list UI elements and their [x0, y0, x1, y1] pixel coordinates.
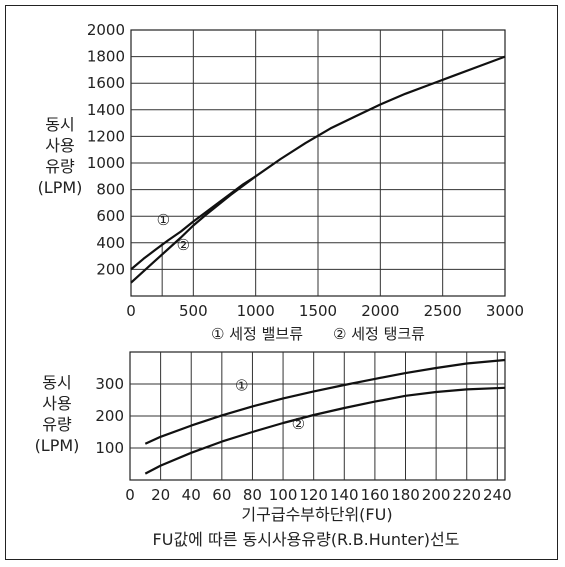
series-label: ② — [177, 236, 190, 254]
x-tick-label: 60 — [212, 486, 231, 504]
y-tick-label: 300 — [95, 375, 124, 393]
y-tick-label: 200 — [96, 260, 125, 278]
x-tick-label: 80 — [243, 486, 262, 504]
top-legend-text: ① 세정 밸브류 ② 세정 탱크류 — [211, 325, 425, 343]
x-tick-label: 1000 — [237, 302, 275, 320]
x-tick-label: 140 — [330, 486, 359, 504]
x-tick-label: 240 — [483, 486, 512, 504]
series-line-② — [144, 386, 506, 475]
bottom-series — [144, 358, 506, 475]
series-label: ② — [292, 415, 305, 433]
y-tick-label: 1200 — [87, 127, 125, 145]
series-label: ① — [235, 376, 248, 394]
top-series-labels: ①② — [157, 211, 190, 254]
bottom-series-labels: ①② — [235, 376, 305, 432]
y-axis-label-line: (LPM) — [38, 178, 83, 197]
x-tick-label: 100 — [269, 486, 298, 504]
x-tick-label: 220 — [452, 486, 481, 504]
series-line-① — [144, 358, 506, 445]
y-axis-label-line: (LPM) — [35, 436, 80, 455]
y-axis-label-line: 동시 — [45, 115, 74, 134]
x-tick-label: 20 — [151, 486, 170, 504]
y-tick-label: 200 — [95, 407, 124, 425]
y-tick-label: 1600 — [87, 74, 125, 92]
x-tick-label: 500 — [179, 302, 208, 320]
top-grid — [131, 30, 505, 296]
x-tick-label: 2500 — [424, 302, 462, 320]
y-tick-label: 1400 — [87, 101, 125, 119]
top-y-tick-labels: 200 400 600 800 1000 1200 1400 1600 1800 2000 — [87, 21, 125, 278]
y-axis-label-line: 사용 — [42, 394, 71, 413]
y-tick-label: 1800 — [87, 48, 125, 66]
figure-caption: FU값에 따른 동시사용유량(R.B.Hunter)선도 — [153, 530, 460, 549]
top-series — [130, 55, 506, 284]
y-tick-label: 100 — [95, 439, 124, 457]
series-label: ① — [157, 211, 170, 229]
top-x-tick-labels: 0 500 1000 1500 2000 2500 3000 — [126, 302, 524, 320]
x-tick-label: 0 — [126, 302, 136, 320]
bottom-x-axis-label: 기구급수부하단위(FU) — [241, 505, 392, 524]
x-tick-label: 1500 — [299, 302, 337, 320]
x-tick-label: 2000 — [361, 302, 399, 320]
y-tick-label: 800 — [96, 181, 125, 199]
x-tick-label: 200 — [422, 486, 451, 504]
x-tick-label: 40 — [182, 486, 201, 504]
y-axis-label-line: 유량 — [45, 157, 75, 176]
bottom-grid — [130, 352, 505, 480]
y-axis-label-line: 유량 — [42, 415, 72, 434]
x-tick-label: 120 — [299, 486, 328, 504]
x-tick-label: 160 — [361, 486, 390, 504]
x-tick-label: 180 — [391, 486, 420, 504]
y-tick-label: 2000 — [87, 21, 125, 39]
y-tick-label: 400 — [96, 234, 125, 252]
bottom-y-axis-label: 동시사용유량 (LPM) — [35, 373, 80, 455]
y-axis-label-line: 동시 — [42, 373, 71, 392]
x-tick-label: 0 — [125, 486, 135, 504]
top-y-axis-label: 동시사용유량 (LPM) — [38, 115, 83, 197]
bottom-x-tick-labels: 0 20 40 60 80 100 120 140 160 180 200 220 240 — [125, 486, 511, 504]
y-tick-label: 600 — [96, 207, 125, 225]
bottom-y-tick-labels: 100 200 300 — [95, 375, 124, 457]
top-chart: ①② 200400600800100012001400160018002000 … — [38, 21, 525, 343]
series-line-② — [130, 55, 506, 284]
figure-frame — [5, 5, 558, 560]
y-axis-label-line: 사용 — [45, 136, 74, 155]
y-tick-label: 1000 — [87, 154, 125, 172]
x-tick-label: 3000 — [486, 302, 524, 320]
